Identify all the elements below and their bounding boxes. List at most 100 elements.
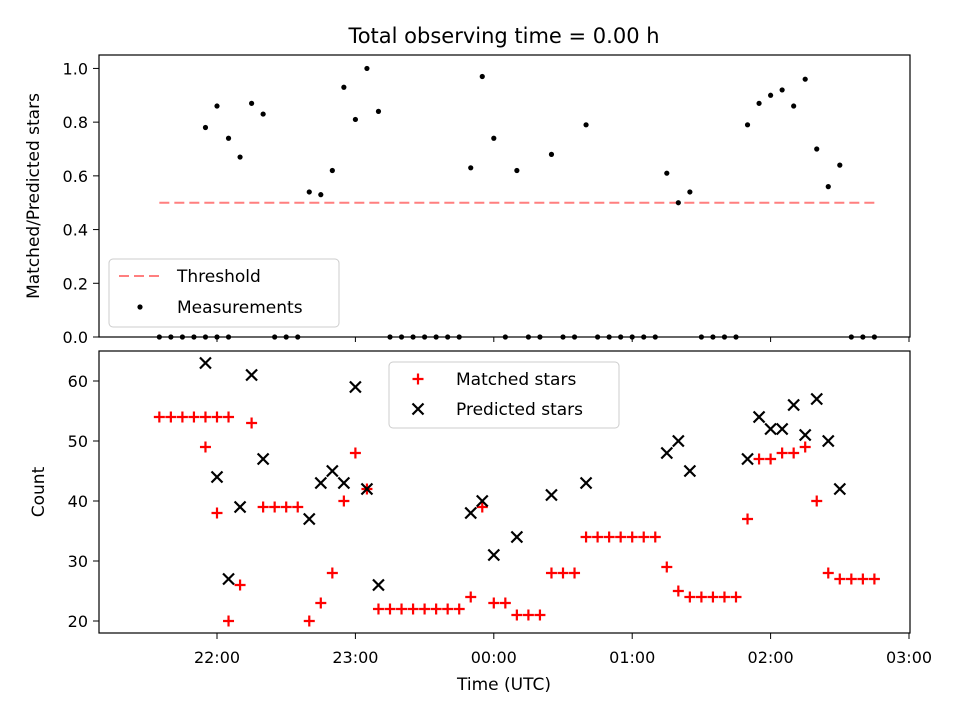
bottom-x-ticks: 22:00 23:00 00:00 01:00 02:00 03:00: [194, 633, 932, 667]
matched-star-point: [742, 513, 754, 525]
bottom-panel: 20 30 40 50 60 22:00 23:00 00:00 01:00 02:00 03:0…: [29, 350, 932, 695]
matched-star-point: [649, 531, 661, 543]
predicted-star-point: [487, 548, 501, 562]
matched-star-point: [499, 597, 511, 609]
matched-star-point: [349, 447, 361, 459]
predicted-star-point: [741, 452, 754, 466]
matched-star-point: [580, 531, 592, 543]
bottom-x-tick-label: 00:00: [471, 648, 517, 667]
predicted-star-point: [233, 500, 247, 514]
matched-star-point: [407, 603, 419, 615]
top-y-tick-label: 0.0: [63, 328, 88, 347]
measurement-point: [225, 135, 232, 141]
predicted-star-point: [256, 452, 270, 466]
matched-star-point: [465, 591, 477, 603]
measurement-point: [675, 200, 681, 206]
matched-star-point: [695, 591, 707, 603]
legend-matched-swatch: [412, 373, 424, 385]
measurement-point: [837, 162, 843, 168]
chart-title: Total observing time = 0.00 h: [347, 24, 659, 48]
predicted-star-point: [660, 446, 674, 460]
matched-star-point: [822, 567, 834, 579]
predicted-star-point: [672, 434, 685, 448]
matched-star-point: [199, 411, 211, 423]
matched-star-point: [672, 585, 684, 597]
matched-star-point: [269, 501, 281, 513]
predicted-star-point: [464, 506, 478, 520]
matched-star-point: [753, 453, 765, 465]
matched-star-point: [338, 495, 350, 507]
matched-star-point: [234, 579, 246, 591]
matched-star-point: [372, 603, 384, 615]
measurement-point: [768, 92, 774, 98]
measurement-point: [214, 103, 220, 109]
measurement-point: [802, 76, 808, 82]
measurement-point: [479, 73, 485, 80]
measurement-point: [329, 167, 335, 174]
predicted-star-point: [222, 572, 235, 586]
predicted-star-point: [787, 398, 800, 412]
legend-predicted-marker: [411, 402, 425, 416]
matched-star-point: [545, 567, 557, 579]
bottom-plot-frame: [98, 350, 911, 634]
top-legend: Threshold Measurements: [108, 258, 340, 328]
matched-star-point: [188, 411, 200, 423]
bottom-y-tick-label: 50: [68, 432, 88, 451]
measurement-point: [791, 103, 797, 109]
measurement-point: [756, 100, 762, 106]
measurement-point: [260, 111, 266, 117]
top-y-axis-label: Matched/Predicted stars: [24, 93, 44, 299]
matched-star-point: [430, 603, 442, 615]
matched-star-point: [223, 411, 235, 423]
matched-star-point: [845, 573, 857, 585]
measurement-point: [825, 184, 831, 190]
measurement-point: [375, 108, 382, 114]
predicted-star-point: [199, 356, 212, 370]
matched-star-point: [615, 531, 627, 543]
legend-threshold-label: Threshold: [176, 267, 261, 287]
predicted-star-point: [775, 422, 789, 436]
measurement-point: [202, 124, 209, 131]
bottom-x-tick-label: 02:00: [748, 648, 794, 667]
bottom-y-tick-label: 60: [68, 372, 88, 391]
matched-star-point: [384, 603, 396, 615]
predicted-star-point: [821, 434, 835, 448]
matched-star-point: [788, 447, 800, 459]
matched-star-point: [292, 501, 304, 513]
matched-star-point: [522, 609, 534, 621]
matched-star-point: [303, 615, 315, 627]
matched-star-point: [776, 447, 788, 459]
predicted-star-point: [545, 488, 558, 502]
matched-star-point: [857, 573, 869, 585]
predicted-star-point: [798, 428, 812, 442]
measurement-point: [514, 167, 520, 174]
top-y-ticks: 0.0 0.2 0.4 0.6 0.8 1.0: [63, 59, 99, 347]
matched-star-point: [811, 495, 823, 507]
predicted-star-point: [579, 476, 593, 490]
predicted-star-point: [245, 368, 258, 382]
measurement-point: [664, 170, 670, 176]
matched-star-point: [511, 609, 523, 621]
bottom-y-axis-label: Count: [29, 466, 49, 517]
matched-star-point: [534, 609, 546, 621]
predicted-star-point: [314, 476, 328, 490]
legend-matched-label: Matched stars: [456, 370, 576, 390]
top-panel: 0.0 0.2 0.4 0.6 0.8 1.0 Matched/Predicted sta…: [24, 54, 911, 347]
matched-star-point: [730, 591, 742, 603]
measurement-points: [156, 65, 878, 340]
predicted-star-point: [810, 392, 824, 406]
predicted-star-point: [752, 410, 766, 424]
bottom-legend: Matched stars Predicted stars: [388, 361, 620, 429]
measurement-point: [687, 189, 693, 195]
matched-star-point: [638, 531, 650, 543]
predicted-star-point: [349, 380, 362, 394]
measurement-point: [744, 122, 751, 128]
matched-star-point: [442, 603, 454, 615]
predicted-star-point: [510, 530, 524, 544]
matched-star-point: [799, 441, 811, 453]
predicted-star-point: [475, 494, 489, 508]
predicted-star-point: [360, 482, 374, 496]
legend-predicted-label: Predicted stars: [456, 400, 583, 420]
matched-star-point: [246, 417, 258, 429]
